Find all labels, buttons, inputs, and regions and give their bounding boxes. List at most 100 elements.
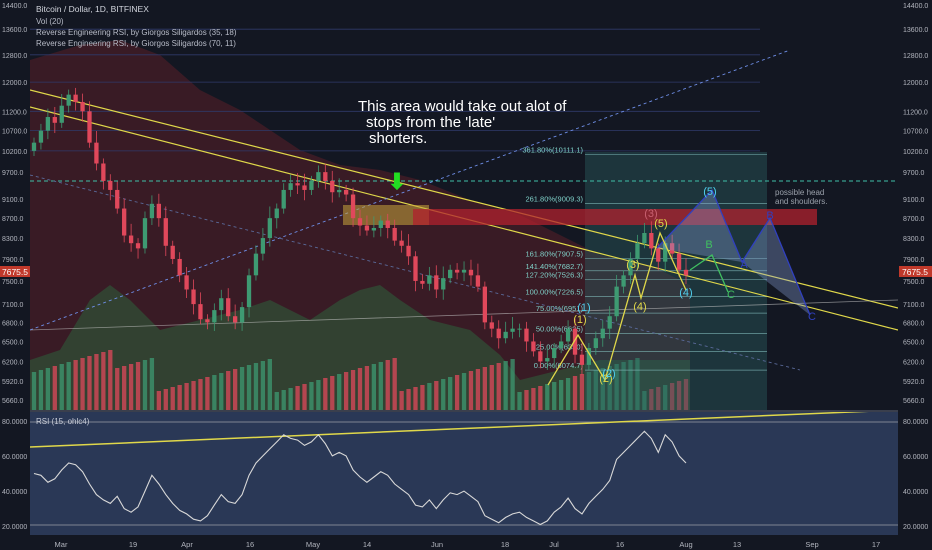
rsi-pane[interactable] <box>30 412 898 535</box>
candle-body <box>267 218 272 239</box>
candle-body <box>205 319 210 323</box>
elliott-wave-path <box>547 231 687 386</box>
rsi-title[interactable]: RSI (15, ohlc4) <box>36 417 90 426</box>
candle-body <box>496 328 501 339</box>
volume-bar <box>406 389 411 410</box>
annotation-line-3[interactable]: shorters. <box>369 130 427 147</box>
y-tick-left: 6500.0 <box>2 339 24 346</box>
candle-body <box>475 275 481 287</box>
candle-body <box>669 243 675 254</box>
candle-body <box>184 275 189 290</box>
volume-bar <box>295 386 300 410</box>
volume-bar <box>413 387 418 410</box>
indicator-volume[interactable]: Vol (20) <box>36 17 64 26</box>
volume-bar <box>260 361 266 410</box>
rsi-tick-left: 60.0000 <box>2 454 27 461</box>
y-tick-right: 12800.0 <box>903 53 928 60</box>
wave-label: (3) <box>644 208 657 220</box>
candle-body <box>441 278 446 290</box>
rsi-line <box>33 430 687 526</box>
pattern-note-1[interactable]: possible head <box>775 188 824 197</box>
rsi-trendline[interactable] <box>30 410 898 448</box>
candle-body <box>128 235 134 244</box>
candle-body <box>52 117 57 123</box>
y-tick-left: 8300.0 <box>2 236 24 243</box>
volume-bar <box>669 383 675 410</box>
volume-bar <box>323 378 328 410</box>
volume-bar <box>663 385 668 410</box>
trendline-upper[interactable] <box>30 89 898 309</box>
candle-body <box>510 328 515 332</box>
candle-body <box>489 322 494 329</box>
candle-body <box>531 341 536 352</box>
annotation-line-2[interactable]: stops from the 'late' <box>366 114 495 131</box>
candle-body <box>454 269 460 273</box>
annotation-line-1[interactable]: This area would take out alot of <box>358 98 567 115</box>
y-tick-left: 5920.0 <box>2 379 24 386</box>
volume-bar <box>80 358 85 410</box>
indicator-rsi-1[interactable]: Reverse Engineering RSI, by Giorgos Sili… <box>36 28 237 37</box>
candles <box>31 87 689 376</box>
x-tick: 16 <box>246 540 254 549</box>
time-axis[interactable] <box>0 535 932 550</box>
volume-bar <box>87 356 92 410</box>
candle-body <box>448 269 453 279</box>
wave-label: C <box>808 311 816 323</box>
candle-body <box>101 163 106 181</box>
candle-body <box>343 189 349 195</box>
fib-label: 141.40%(7682.7) <box>525 262 583 271</box>
volume-bar <box>649 389 654 410</box>
volume-bar <box>420 385 425 410</box>
x-tick: Aug <box>679 540 692 549</box>
candle-body <box>108 180 113 190</box>
volume-bar <box>475 369 481 410</box>
candle-body <box>177 258 182 276</box>
wave-label: (1) <box>577 302 590 314</box>
rsi-layer <box>30 410 898 526</box>
trendline-support[interactable] <box>30 299 898 331</box>
volume-bar <box>614 364 619 410</box>
candle-body <box>427 275 432 284</box>
rsi-tick-right: 40.0000 <box>903 489 928 496</box>
y-tick-left: 7900.0 <box>2 257 24 264</box>
candle-body <box>170 245 175 259</box>
candle-body <box>600 328 605 339</box>
candle-body <box>378 220 383 228</box>
candle-body <box>357 218 363 226</box>
volume-bar <box>545 384 550 410</box>
volume-bar <box>128 364 134 410</box>
candle-body <box>364 225 370 231</box>
candle-body <box>274 208 279 219</box>
y-axis-labels: 14400.0 14400.0 13600.0 13600.0 12800.0 12800… <box>2 3 928 405</box>
symbol-title[interactable]: Bitcoin / Dollar, 1D, BITFINEX <box>36 4 149 14</box>
stop-hunt-zone[interactable] <box>343 205 429 225</box>
y-tick-right: 8700.0 <box>903 216 925 223</box>
last-price-right: 7675.5 <box>902 267 928 277</box>
candle-body <box>656 248 661 262</box>
indicator-rsi-2[interactable]: Reverse Engineering RSI, by Giorgos Sili… <box>36 39 236 48</box>
y-tick-left: 6800.0 <box>2 320 24 327</box>
wave-label: (1) <box>573 314 586 326</box>
volume-bar <box>517 392 522 410</box>
volume-bar <box>73 360 78 410</box>
candle-body <box>676 253 682 270</box>
trendline-dashed-blue[interactable] <box>30 49 791 331</box>
volume-bar <box>170 387 175 410</box>
candle-body <box>642 232 647 244</box>
candle-body <box>371 227 377 231</box>
volume-bar <box>579 374 585 410</box>
y-tick-left: 10700.0 <box>2 129 27 136</box>
volume-bar <box>274 392 279 410</box>
candle-body <box>122 208 127 236</box>
pattern-note-2[interactable]: and shoulders. <box>775 197 827 206</box>
volume-bar <box>607 366 612 410</box>
rsi-tick-left: 80.0000 <box>2 419 27 426</box>
candle-body <box>226 298 231 317</box>
volume-bar <box>558 380 564 410</box>
wave-label: (2) <box>602 368 615 380</box>
volume-bar <box>399 391 404 410</box>
resistance-zone[interactable] <box>413 209 817 225</box>
volume-bar <box>552 382 557 410</box>
candle-body <box>337 189 342 193</box>
